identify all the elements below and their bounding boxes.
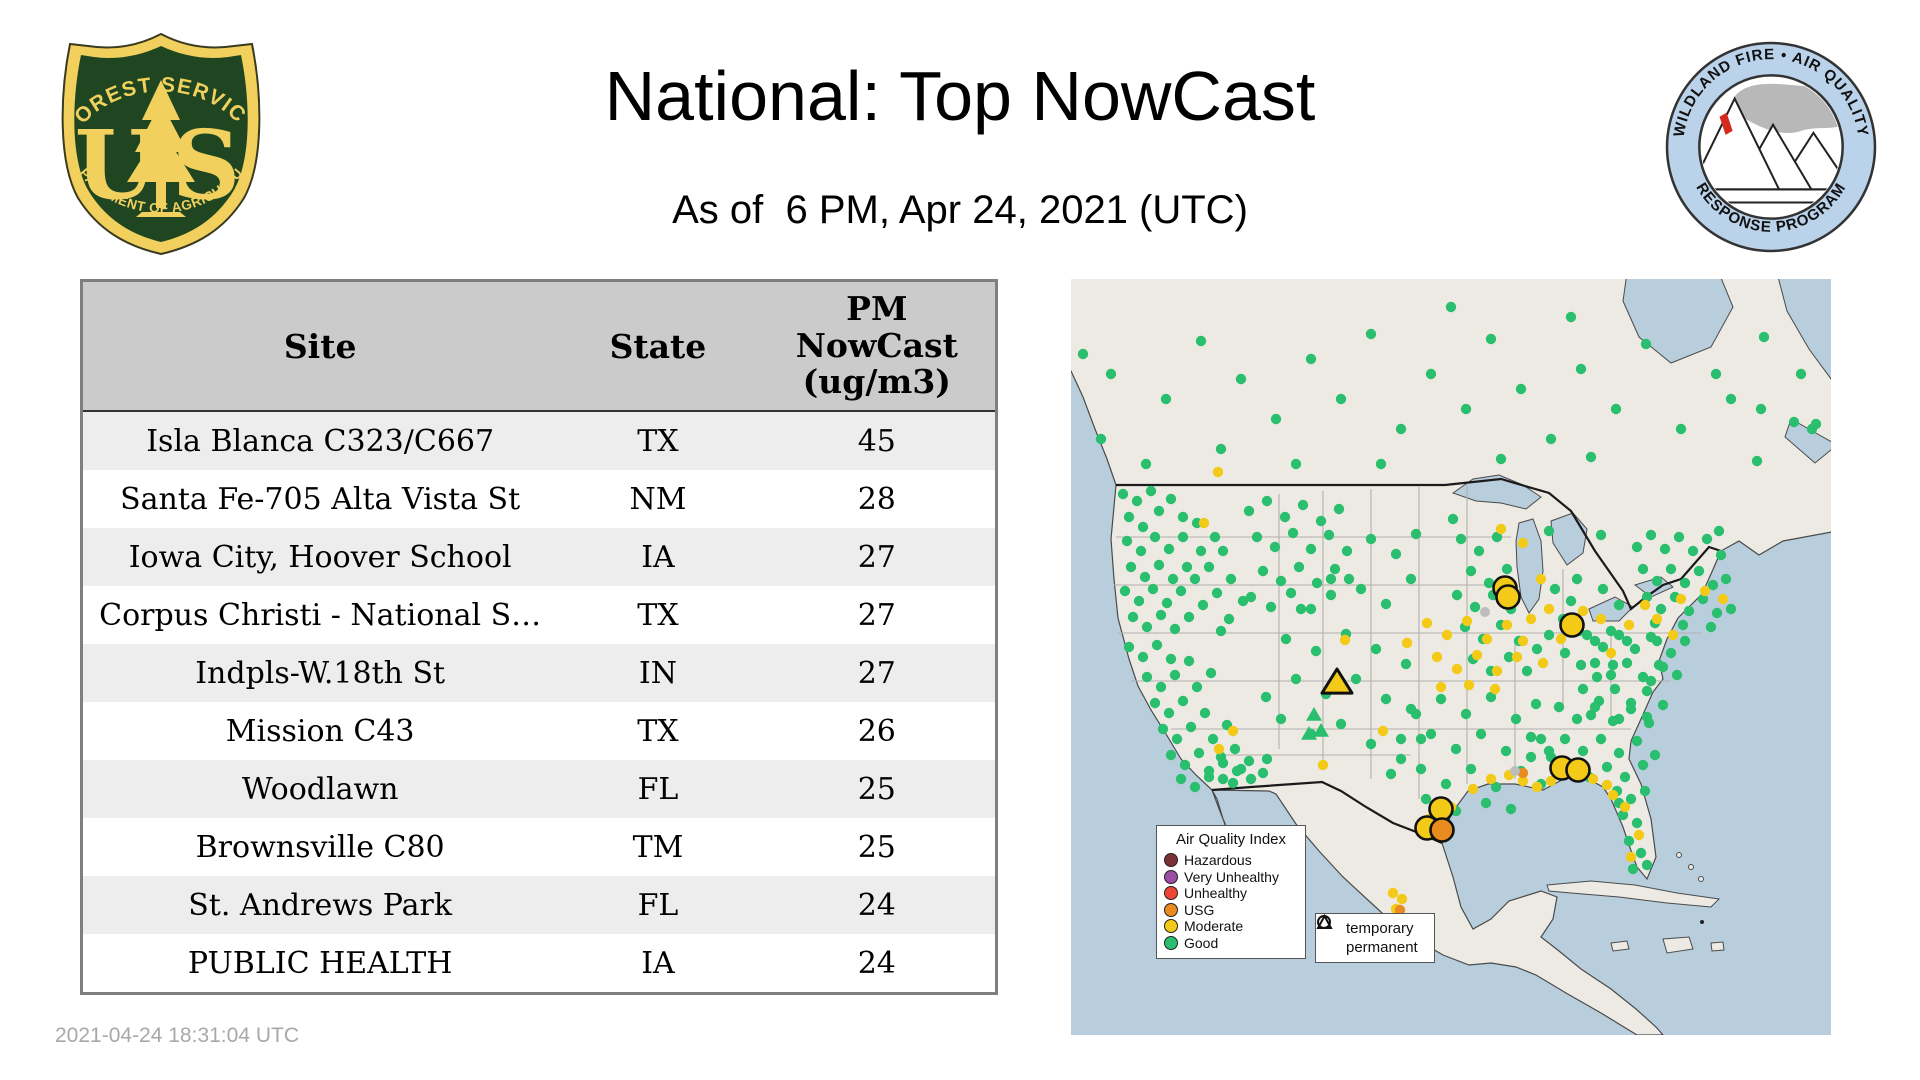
cell-state: TX — [637, 597, 679, 633]
wfaqrp-logo: WILDLAND FIRE • AIR QUALITY RESPONSE PRO… — [1664, 40, 1878, 254]
moderate-swatch-icon — [1164, 919, 1178, 934]
cell-state: FL — [637, 771, 679, 807]
fs-pine-tree-icon — [127, 80, 195, 217]
cell-state: IN — [638, 655, 677, 691]
wfaqrp-circle-icon: WILDLAND FIRE • AIR QUALITY RESPONSE PRO… — [1665, 41, 1877, 253]
column-header-pm-nowcast: PM NowCast (ug/m3) — [758, 280, 997, 412]
page-subtitle: As of 6 PM, Apr 24, 2021 (UTC) — [672, 188, 1248, 232]
legend-item-hazardous: Hazardous — [1164, 852, 1298, 869]
cell-site: St. Andrews Park — [188, 887, 453, 923]
mountains-icon — [1701, 96, 1841, 191]
aqi-map: Air Quality Index Hazardous Very Unhealt… — [1071, 279, 1831, 1035]
table-row: Corpus Christi - National S… TX 27 — [81, 586, 997, 644]
cell-value: 27 — [857, 655, 896, 691]
column-header-state: State — [557, 280, 759, 412]
table-row: PUBLIC HEALTH IA 24 — [81, 934, 997, 994]
usg-swatch-icon — [1164, 902, 1178, 917]
cell-site: Indpls-W.18th St — [195, 655, 446, 691]
column-header-site: Site — [81, 280, 558, 412]
legend-item-good: Good — [1164, 935, 1298, 952]
cell-value: 24 — [857, 887, 896, 923]
cell-value: 45 — [857, 423, 896, 459]
hazardous-swatch-icon — [1164, 853, 1178, 868]
forest-service-shield-icon: FOREST SERVICE DEPARTMENT OF AGRICULTURE… — [48, 12, 261, 256]
cell-site: PUBLIC HEALTH — [187, 945, 453, 981]
cell-value: 27 — [857, 539, 896, 575]
cell-value: 28 — [857, 481, 896, 517]
table-header-row: Site State PM NowCast (ug/m3) — [81, 280, 997, 412]
flame-icon — [1719, 112, 1733, 135]
cell-site: Iowa City, Hoover School — [128, 539, 512, 575]
table-row: Santa Fe-705 Alta Vista St NM 28 — [81, 470, 997, 528]
cell-state: TM — [632, 829, 684, 865]
cell-site: Isla Blanca C323/C667 — [146, 423, 495, 459]
cell-site: Mission C43 — [225, 713, 415, 749]
legend-label: Hazardous — [1184, 852, 1252, 869]
cell-state: IA — [641, 539, 675, 575]
cell-value: 27 — [857, 597, 896, 633]
good-swatch-icon — [1164, 935, 1178, 950]
legend-label: permanent — [1346, 939, 1418, 956]
legend-item-moderate: Moderate — [1164, 918, 1298, 935]
monitor-dots — [1077, 301, 1822, 934]
aqi-legend: Air Quality Index Hazardous Very Unhealt… — [1156, 825, 1306, 959]
cell-state: NM — [629, 481, 687, 517]
cell-state: TX — [637, 713, 679, 749]
legend-item-very-unhealthy: Very Unhealthy — [1164, 869, 1298, 886]
cell-state: FL — [637, 887, 679, 923]
unhealthy-swatch-icon — [1164, 886, 1178, 901]
cell-value: 25 — [857, 771, 896, 807]
cell-value: 25 — [857, 829, 896, 865]
table-row: Woodlawn FL 25 — [81, 760, 997, 818]
cell-state: IA — [641, 945, 675, 981]
cell-value: 24 — [857, 945, 896, 981]
legend-item-usg: USG — [1164, 902, 1298, 919]
legend-label: temporary — [1346, 920, 1414, 937]
legend-item-permanent: permanent — [1316, 914, 1428, 957]
legend-item-unhealthy: Unhealthy — [1164, 885, 1298, 902]
aqi-legend-title: Air Quality Index — [1175, 831, 1287, 848]
legend-item-temporary: temporary — [1317, 915, 1428, 938]
table-row: Isla Blanca C323/C667 TX 45 — [81, 411, 997, 470]
very-unhealthy-swatch-icon — [1164, 869, 1178, 884]
legend-label: USG — [1184, 901, 1215, 918]
legend-label: Very Unhealthy — [1184, 868, 1279, 885]
cell-site: Corpus Christi - National S… — [99, 597, 542, 633]
marker-type-legend: temporary permanent — [1315, 913, 1435, 963]
table-row: Brownsville C80 TM 25 — [81, 818, 997, 876]
legend-label: Moderate — [1184, 918, 1244, 935]
table-row: Indpls-W.18th St IN 27 — [81, 644, 997, 702]
cell-site: Woodlawn — [241, 771, 399, 807]
cell-value: 26 — [857, 713, 896, 749]
table-row: Mission C43 TX 26 — [81, 702, 997, 760]
table-row: Iowa City, Hoover School IA 27 — [81, 528, 997, 586]
legend-label: Unhealthy — [1184, 885, 1248, 902]
legend-label: Good — [1184, 934, 1219, 951]
top-nowcast-table: Site State PM NowCast (ug/m3) Isla Blanc… — [80, 279, 998, 995]
state-borders — [1114, 485, 1701, 799]
cell-site: Santa Fe-705 Alta Vista St — [120, 481, 521, 517]
cell-state: TX — [637, 423, 679, 459]
cell-site: Brownsville C80 — [195, 829, 445, 865]
top-nowcast-table-wrap: Site State PM NowCast (ug/m3) Isla Blanc… — [80, 279, 998, 995]
forest-service-logo: FOREST SERVICE DEPARTMENT OF AGRICULTURE… — [48, 12, 267, 258]
page-title: National: Top NowCast — [604, 57, 1316, 135]
table-row: St. Andrews Park FL 24 — [81, 876, 997, 934]
generation-timestamp: 2021-04-24 18:31:04 UTC — [55, 1024, 299, 1047]
